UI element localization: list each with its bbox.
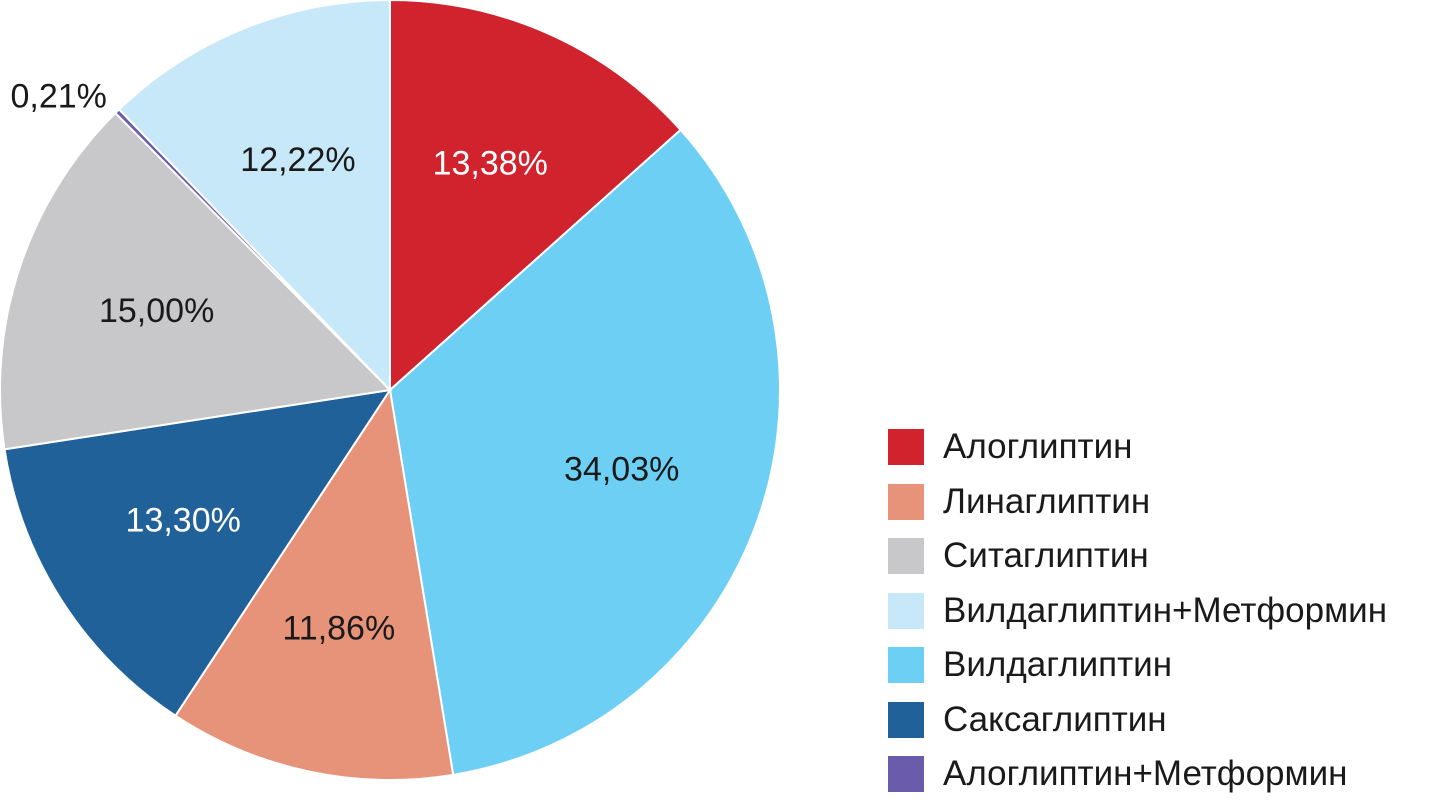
legend-swatch <box>888 538 924 575</box>
slice-value-label: 11,86% <box>282 609 395 647</box>
legend-item: Саксаглиптин <box>888 693 1387 748</box>
legend-swatch <box>888 429 924 466</box>
legend-item: Вилдаглиптин <box>888 638 1387 693</box>
slice-value-label: 34,03% <box>564 451 679 489</box>
legend-swatch <box>888 701 924 738</box>
legend-swatch <box>888 483 924 520</box>
legend-label: Вилдаглиптин <box>943 645 1173 685</box>
slice-value-label: 13,38% <box>433 145 548 183</box>
pie-labels: 13,38% 34,03% 11,86% 13,30% 15,00% 0,21% 12,22… <box>10 78 679 648</box>
legend-label: Саксаглиптин <box>943 699 1167 739</box>
legend-swatch <box>888 647 924 684</box>
pie-slice-вилдаглиптин-plus-метформин <box>117 0 391 393</box>
pie-slice-ситаглиптин <box>0 111 393 451</box>
slice-value-label: 12,22% <box>240 141 355 179</box>
pie-slice-алоглиптин <box>389 0 683 393</box>
pie-slice-линаглиптин <box>174 387 455 781</box>
slice-value-label: 13,30% <box>126 502 241 540</box>
pie-slice-вилдаглиптин <box>388 128 781 776</box>
legend-label: Линаглиптин <box>943 481 1151 521</box>
legend-item: Ситаглиптин <box>888 529 1387 584</box>
pie-slices <box>0 0 781 781</box>
legend: Алоглиптин Линаглиптин Ситаглиптин Вилдагли… <box>888 420 1387 802</box>
legend-label: Алоглиптин+Метформин <box>943 754 1348 794</box>
legend-item: Алоглиптин <box>888 420 1387 475</box>
slice-value-label: 0,21% <box>10 78 106 116</box>
legend-item: Линаглиптин <box>888 475 1387 530</box>
slice-value-label: 15,00% <box>99 292 214 330</box>
legend-label: Алоглиптин <box>943 427 1133 467</box>
legend-item: Вилдаглиптин+Метформин <box>888 584 1387 639</box>
legend-label: Ситаглиптин <box>943 536 1149 576</box>
pie-slice-саксаглиптин <box>3 388 393 718</box>
legend-swatch <box>888 592 924 629</box>
legend-label: Вилдаглиптин+Метформин <box>943 590 1388 630</box>
legend-item: Алоглиптин+Метформин <box>888 747 1387 802</box>
legend-swatch <box>888 756 924 793</box>
